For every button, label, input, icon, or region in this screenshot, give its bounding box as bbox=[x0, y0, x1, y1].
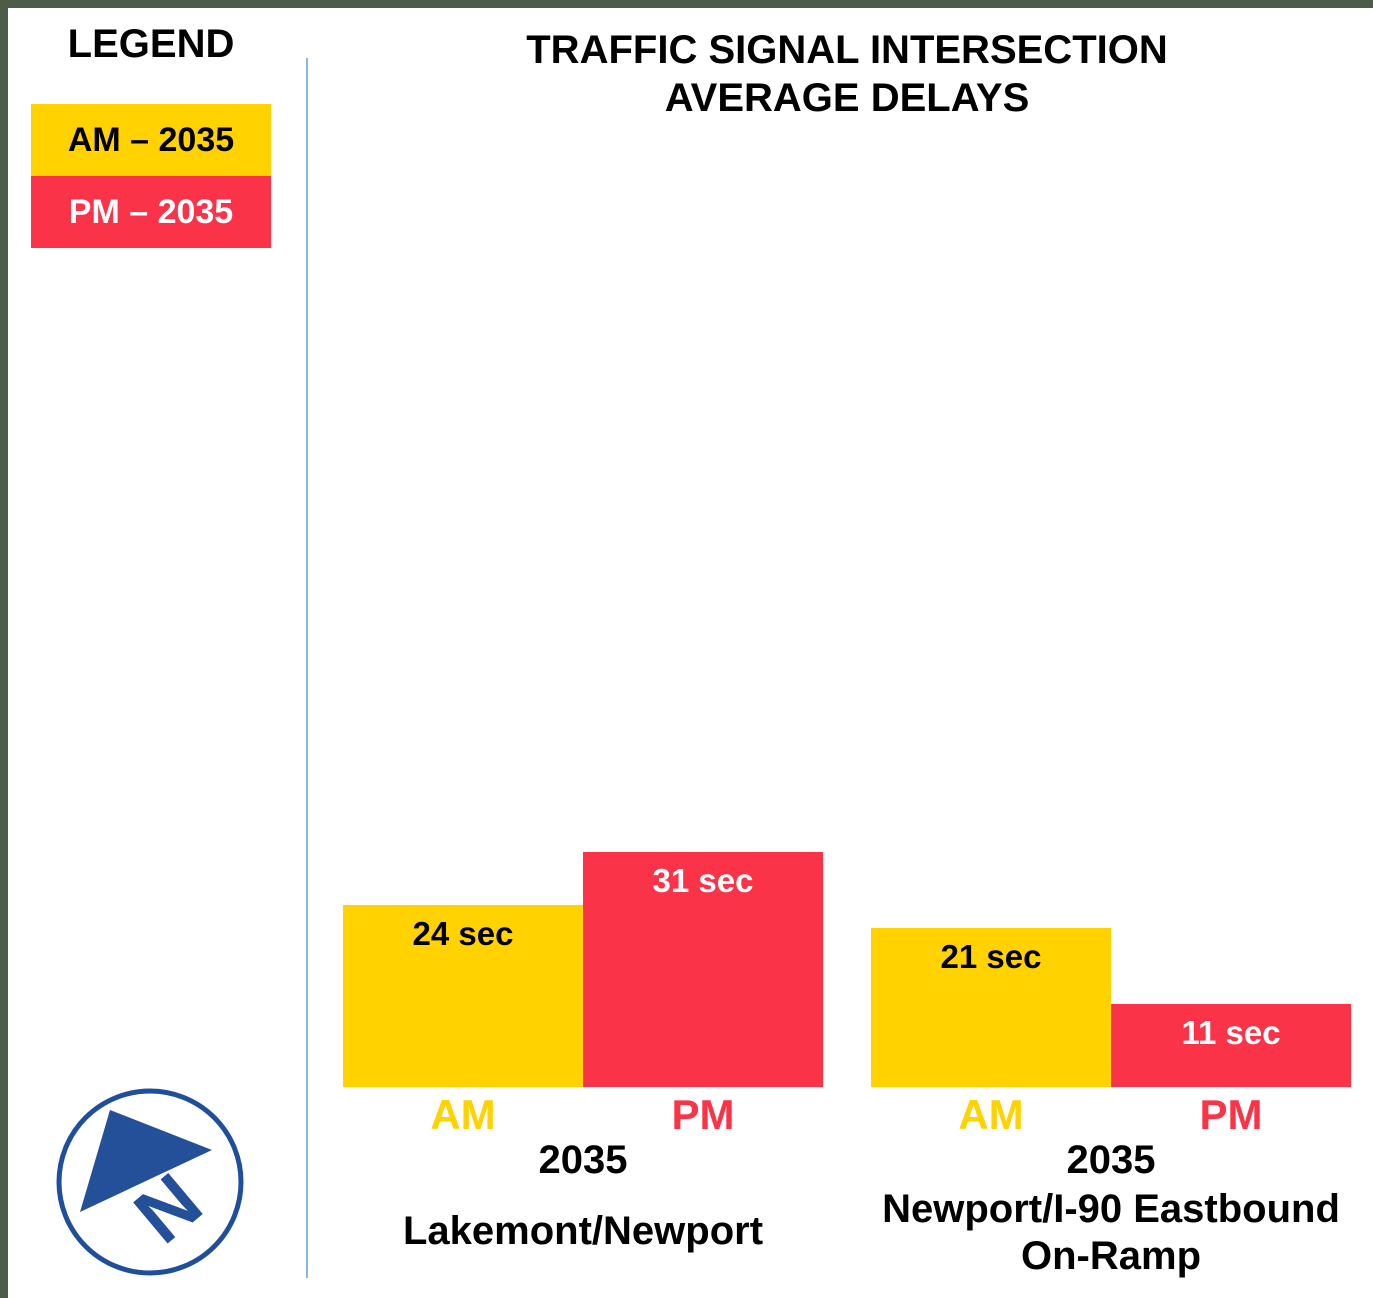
bar-label: AM bbox=[343, 1091, 583, 1139]
page: LEGEND TRAFFIC SIGNAL INTERSECTION AVERA… bbox=[0, 0, 1373, 1298]
legend-title: LEGEND bbox=[31, 22, 271, 67]
bar-label: AM bbox=[871, 1091, 1111, 1139]
group-label: Newport/I-90 Eastbound On-Ramp bbox=[861, 1186, 1361, 1280]
group-year: 2035 bbox=[333, 1137, 833, 1184]
value-label: 11 sec bbox=[1111, 1014, 1351, 1052]
chart-title: TRAFFIC SIGNAL INTERSECTION AVERAGE DELA… bbox=[470, 26, 1224, 122]
value-label: 24 sec bbox=[343, 915, 583, 953]
divider bbox=[306, 58, 308, 1278]
bar-label: PM bbox=[583, 1091, 823, 1139]
group-year: 2035 bbox=[861, 1137, 1361, 1184]
value-label: 21 sec bbox=[871, 938, 1111, 976]
legend-item: PM – 2035 bbox=[31, 176, 271, 248]
legend-item: AM – 2035 bbox=[31, 104, 271, 176]
compass: N bbox=[50, 1085, 250, 1285]
bar-label: PM bbox=[1111, 1091, 1351, 1139]
value-label: 31 sec bbox=[583, 862, 823, 900]
group-label: Lakemont/Newport bbox=[333, 1208, 833, 1255]
